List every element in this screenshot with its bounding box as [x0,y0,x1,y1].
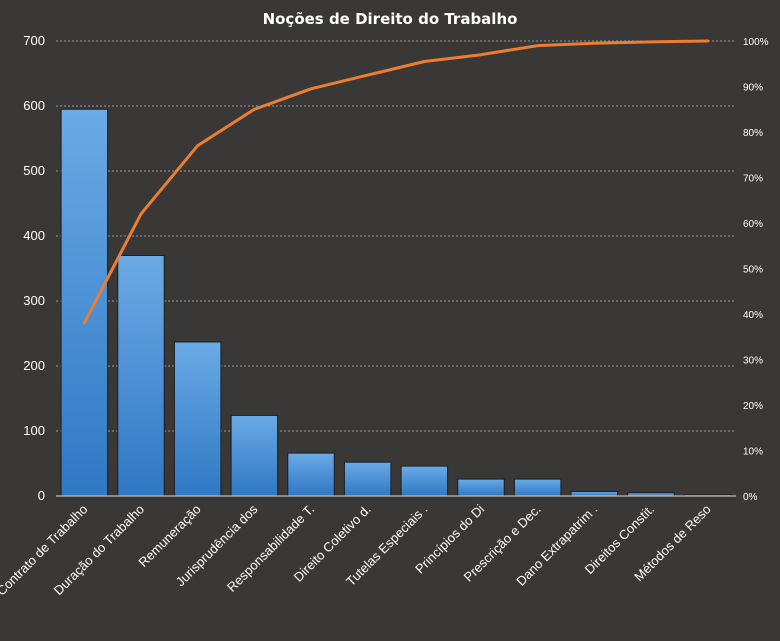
y2-tick-label: 60% [743,219,763,230]
y-tick-label: 600 [23,98,45,113]
y2-tick-label: 10% [743,447,763,458]
bar [570,490,619,497]
y-axis-left: 0 100 200 300 400 500 600 700 [23,33,45,503]
chart-title: Noções de Direito do Trabalho [263,10,518,28]
y2-tick-label: 20% [743,401,763,412]
cumulative-line [82,39,710,325]
y2-tick-label: 40% [743,310,763,321]
bar [287,452,335,497]
y2-tick-label: 70% [743,174,763,185]
y2-tick-label: 100% [743,37,769,48]
y-tick-label: 0 [38,488,45,503]
y-tick-label: 100 [23,423,45,438]
y-tick-label: 700 [23,33,45,48]
y-tick-label: 500 [23,163,45,178]
bar [457,478,505,497]
y-axis-right: 0% 10% 20% 30% 40% 50% 60% 70% 80% 90% 100% [743,37,769,503]
bar [400,465,449,497]
bar [117,255,165,497]
cumulative-line-series [82,39,710,325]
y2-tick-label: 30% [743,356,763,367]
bar-series [60,108,732,497]
y2-tick-label: 0% [743,492,758,503]
y-tick-label: 300 [23,293,45,308]
bar [343,461,392,497]
bar [513,478,562,497]
y2-tick-label: 80% [743,128,763,139]
bar [230,414,279,497]
bar [60,108,109,497]
y2-tick-label: 50% [743,265,763,276]
x-tick-label: Contrato de Trabalho [0,502,90,599]
y-tick-label: 400 [23,228,45,243]
y-tick-label: 200 [23,358,45,373]
gridlines [56,40,736,432]
bar [173,341,222,497]
y2-tick-label: 90% [743,83,763,94]
